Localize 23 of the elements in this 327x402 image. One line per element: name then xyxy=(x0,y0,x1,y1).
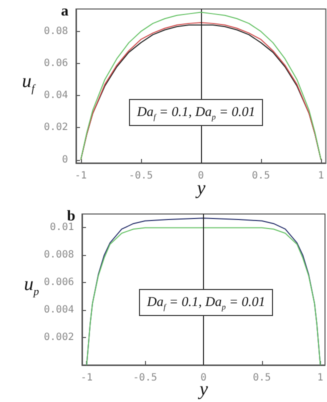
y-tick-label: 0.006 xyxy=(44,277,74,288)
annotation: Da$_{f}$ = 0.1, Da$_{p}$ = 0.01 xyxy=(129,99,264,126)
y-axis-title: u$_{p}$ xyxy=(24,274,39,298)
y-tick-label: 0.008 xyxy=(44,250,74,261)
x-tick-label: -0.5 xyxy=(133,372,158,384)
annotation: Da$_{f}$ = 0.1, Da$_{p}$ = 0.01 xyxy=(139,289,274,316)
y-tick-label: 0.02 xyxy=(44,122,68,134)
y-tick-label: 0.004 xyxy=(44,304,74,316)
x-tick-label: 0.5 xyxy=(252,372,271,384)
x-tick-label: -1 xyxy=(80,372,93,384)
y-tick-label: 0.06 xyxy=(44,58,68,70)
y-tick-label: 0.002 xyxy=(44,332,74,344)
x-tick-label: -0.5 xyxy=(128,170,153,182)
y-tick-label: 0.04 xyxy=(44,90,68,102)
x-tick-label: -1 xyxy=(74,170,87,182)
y-axis-title: u$_{f}$ xyxy=(22,71,35,95)
x-tick-label: 0.5 xyxy=(252,170,270,182)
y-tick-label: 0 xyxy=(62,154,68,166)
y-tick-label: 0.01 xyxy=(50,222,74,234)
y-tick-label: 0.08 xyxy=(44,26,68,37)
chart-title: a xyxy=(61,4,69,20)
x-tick-label: 1 xyxy=(318,170,324,182)
x-tick-label: 1 xyxy=(317,372,324,384)
